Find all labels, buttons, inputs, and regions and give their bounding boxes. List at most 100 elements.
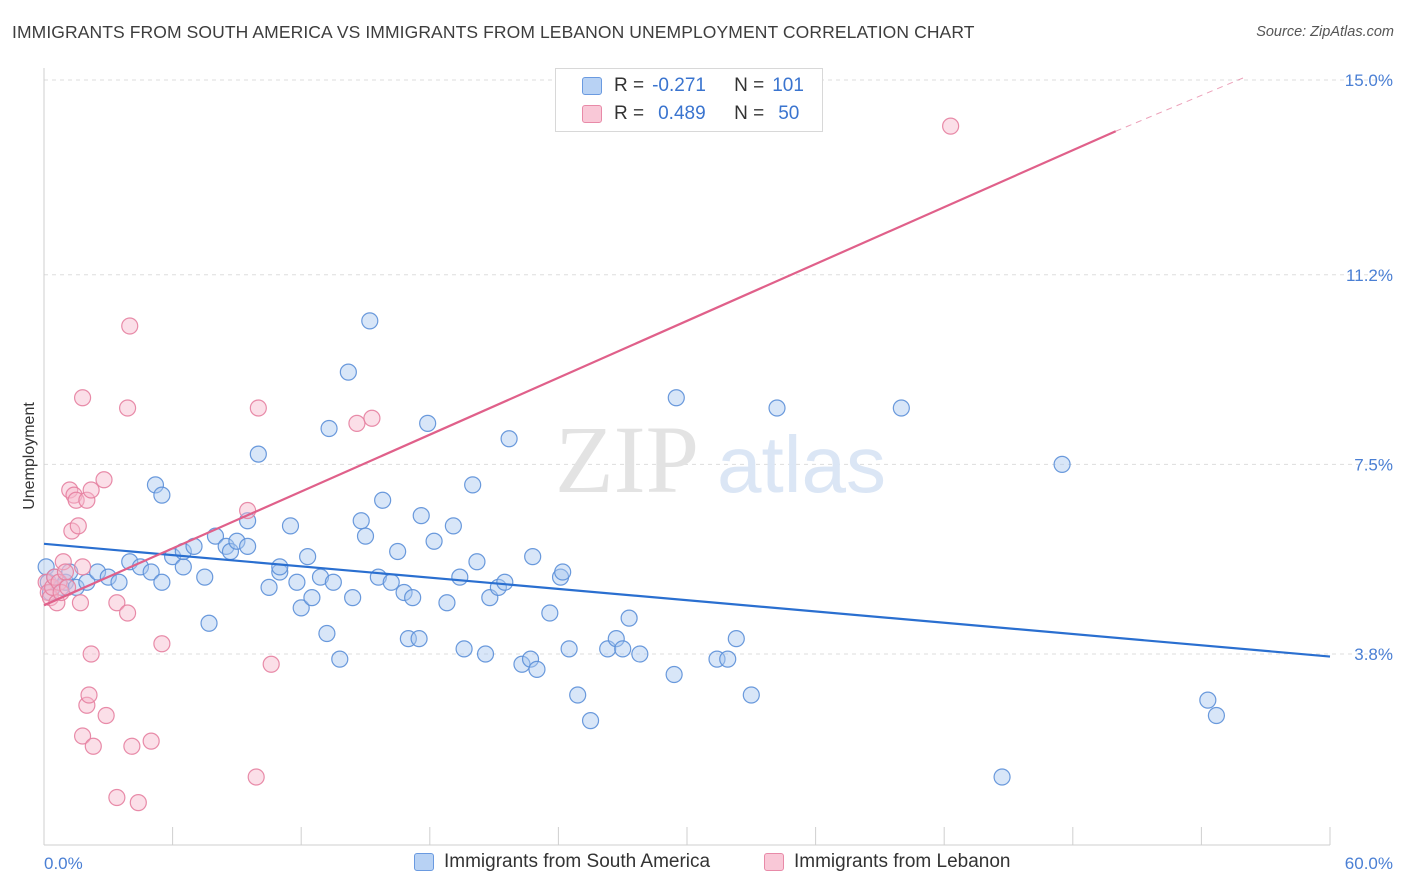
source-label: Source: ZipAtlas.com — [1256, 24, 1394, 40]
data-point — [464, 476, 482, 494]
legend-r-label: R = — [614, 103, 645, 124]
legend-r-value-lebanon: 0.489 — [658, 103, 706, 124]
data-point — [389, 542, 407, 561]
data-point — [84, 737, 102, 755]
y-tick-label: 15.0% — [1345, 71, 1393, 90]
data-point — [200, 614, 218, 632]
data-point — [95, 471, 113, 489]
data-point — [614, 640, 632, 658]
data-point — [78, 491, 96, 509]
data-point — [108, 594, 126, 612]
data-point — [247, 768, 265, 786]
data-point — [348, 414, 366, 432]
data-point — [560, 640, 578, 658]
data-point — [993, 768, 1011, 786]
trend-line-lebanon-extension — [1115, 76, 1245, 132]
data-point — [404, 589, 422, 607]
watermark-zip: ZIP — [555, 406, 699, 513]
data-point — [581, 712, 600, 730]
data-point — [892, 399, 910, 417]
legend-n-value-south-america: 101 — [772, 75, 804, 96]
data-point — [942, 117, 960, 135]
legend-n-label: N = — [734, 103, 765, 124]
data-point — [1053, 455, 1071, 473]
bottom-legend-lebanon: Immigrants from Lebanon — [764, 851, 1011, 873]
bottom-legend-south-america: Immigrants from South America — [414, 851, 710, 873]
data-point — [123, 737, 141, 755]
data-point — [118, 604, 137, 622]
data-point — [331, 650, 349, 668]
data-point — [361, 312, 379, 330]
data-point — [356, 527, 375, 545]
series-lebanon — [37, 117, 960, 812]
data-point — [50, 573, 68, 591]
data-point — [69, 517, 87, 535]
data-point — [521, 650, 540, 668]
data-point — [419, 414, 437, 432]
data-point — [249, 445, 267, 463]
grid-lines — [44, 79, 1393, 655]
stats-legend: R = -0.271 N = 101 R = 0.489 N = 50 — [555, 68, 823, 132]
data-point — [410, 630, 428, 648]
y-tick-label: 7.5% — [1354, 455, 1393, 474]
data-point — [1199, 691, 1217, 709]
data-point — [374, 491, 392, 509]
data-point — [631, 645, 649, 663]
data-point — [288, 573, 306, 591]
bottom-legend-swatch-lebanon — [764, 853, 784, 871]
data-point — [620, 609, 638, 627]
data-point — [142, 732, 160, 750]
legend-r-value-south-america: -0.271 — [652, 75, 706, 96]
y-tick-label: 3.8% — [1354, 645, 1393, 664]
data-point — [281, 517, 300, 535]
legend-n-label: N = — [734, 75, 765, 96]
data-point — [363, 409, 381, 427]
data-point — [524, 548, 542, 566]
bottom-legend-label-lebanon: Immigrants from Lebanon — [794, 851, 1011, 872]
bottom-legend-label-south-america: Immigrants from South America — [444, 851, 711, 872]
y-tick-label: 11.2% — [1346, 266, 1393, 285]
data-point — [97, 706, 115, 725]
legend-n-value-lebanon: 50 — [778, 103, 800, 124]
legend-row-lebanon: R = 0.489 N = 50 — [582, 101, 799, 127]
x-ticks — [43, 827, 1331, 845]
y-axis-label: Unemployment — [21, 402, 38, 510]
data-point — [665, 665, 683, 684]
data-point — [451, 568, 469, 586]
data-point — [153, 635, 171, 653]
data-point — [54, 553, 72, 571]
data-point — [554, 563, 572, 581]
data-point — [476, 645, 495, 663]
data-point — [118, 399, 137, 417]
data-point — [719, 650, 737, 668]
watermark-atlas: atlas — [717, 420, 886, 509]
data-point — [444, 517, 462, 535]
data-point — [528, 660, 546, 678]
data-point — [727, 630, 745, 648]
data-point — [196, 568, 214, 586]
data-point — [339, 363, 357, 381]
data-point — [292, 599, 310, 617]
data-point — [320, 419, 338, 438]
data-point — [78, 696, 96, 714]
data-point — [412, 507, 430, 525]
data-point — [121, 317, 139, 335]
x-tick-label-max: 60.0% — [1345, 854, 1393, 873]
data-point — [438, 594, 456, 612]
data-point — [425, 532, 443, 550]
data-point — [324, 573, 342, 591]
data-point — [82, 645, 100, 663]
data-point — [768, 399, 786, 417]
watermark: ZIP atlas — [555, 406, 886, 513]
data-point — [271, 558, 289, 576]
legend-r-label: R = — [614, 75, 645, 96]
x-tick-label-min: 0.0% — [44, 854, 83, 873]
data-point — [541, 604, 559, 622]
data-point — [569, 686, 587, 704]
data-point — [142, 563, 160, 581]
data-point — [382, 573, 400, 591]
data-point — [299, 548, 317, 566]
data-point — [174, 558, 192, 576]
data-point — [129, 794, 147, 812]
